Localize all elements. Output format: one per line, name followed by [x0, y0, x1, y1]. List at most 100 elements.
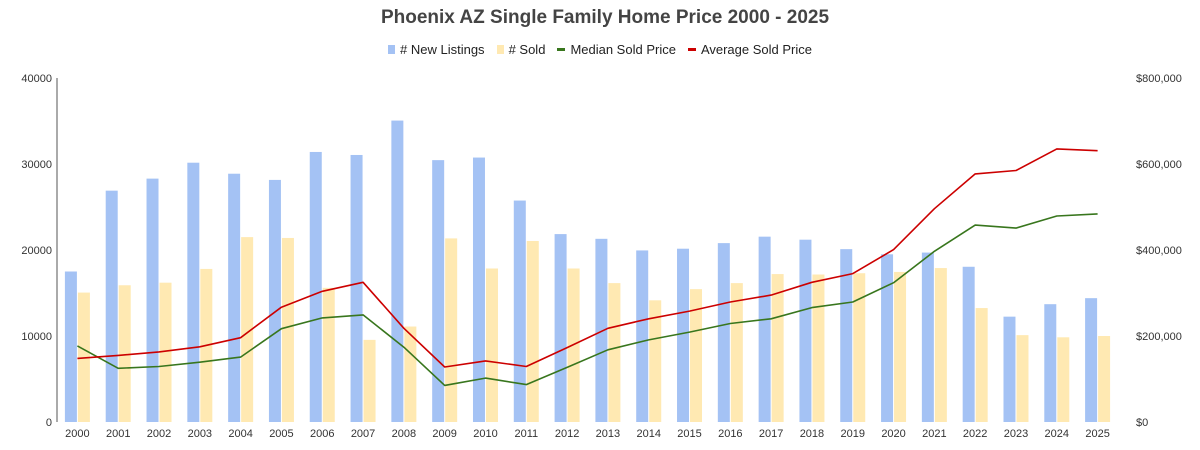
bar-sold — [894, 271, 907, 422]
right-tick-label: $400,000 — [1136, 245, 1182, 257]
bar-sold — [159, 282, 172, 422]
legend: # New Listings # Sold Median Sold Price … — [0, 42, 1200, 57]
x-tick-label: 2024 — [1045, 428, 1069, 440]
bar-new-listings — [309, 151, 322, 422]
legend-label: Median Sold Price — [570, 42, 676, 57]
bar-new-listings — [187, 162, 200, 422]
bar-sold — [118, 285, 131, 422]
x-tick-label: 2002 — [147, 428, 171, 440]
line-series — [77, 148, 1098, 387]
bar-new-listings — [881, 254, 894, 422]
bar-sold — [322, 287, 335, 422]
bar-sold — [1057, 337, 1070, 422]
x-tick-label: 2025 — [1085, 428, 1109, 440]
line-median-sold-price — [77, 213, 1098, 387]
x-tick-label: 2020 — [881, 428, 905, 440]
x-tick-label: 2000 — [65, 428, 89, 440]
legend-item-median-sold-price[interactable]: Median Sold Price — [557, 42, 676, 57]
right-tick-label: $800,000 — [1136, 73, 1182, 85]
bar-new-listings — [513, 200, 526, 422]
bar-new-listings — [64, 271, 77, 422]
bar-new-listings — [758, 236, 771, 422]
x-tick-label: 2022 — [963, 428, 987, 440]
bar-new-listings — [391, 120, 404, 422]
left-tick-label: 20000 — [21, 245, 52, 257]
x-tick-label: 2023 — [1004, 428, 1028, 440]
line-average-sold-price — [77, 148, 1098, 368]
bar-new-listings — [350, 154, 363, 422]
bar-sold — [526, 240, 539, 422]
right-tick-label: $200,000 — [1136, 331, 1182, 343]
x-tick-label: 2001 — [106, 428, 130, 440]
x-tick-label: 2006 — [310, 428, 334, 440]
x-tick-label: 2016 — [718, 428, 742, 440]
bar-new-listings — [1085, 298, 1098, 422]
bar-sold — [1016, 335, 1029, 422]
legend-item-new-listings[interactable]: # New Listings — [388, 42, 485, 57]
bar-new-listings — [1003, 316, 1016, 422]
x-tick-label: 2003 — [188, 428, 212, 440]
bar-new-listings — [105, 190, 118, 422]
x-tick-label: 2019 — [841, 428, 865, 440]
x-tick-label: 2005 — [269, 428, 293, 440]
left-tick-label: 0 — [46, 417, 52, 429]
legend-item-average-sold-price[interactable]: Average Sold Price — [687, 42, 812, 57]
x-tick-label: 2017 — [759, 428, 783, 440]
bar-sold — [771, 274, 784, 422]
bar-new-listings — [717, 243, 730, 422]
left-tick-label: 40000 — [21, 73, 52, 85]
x-tick-label: 2014 — [636, 428, 660, 440]
bar-new-listings — [636, 250, 649, 422]
bar-new-listings — [472, 157, 485, 423]
bar-new-listings — [432, 160, 445, 422]
x-axis: 2000 2001 2002 2003 2004 2005 2006 2007 2008 2009… — [65, 428, 1110, 440]
x-tick-label: 2004 — [228, 428, 252, 440]
bar-new-listings — [921, 252, 934, 422]
line-swatch-icon — [687, 48, 696, 51]
bar-sold — [608, 283, 621, 422]
bar-sold — [241, 237, 254, 422]
bar-series — [64, 120, 1111, 423]
x-tick-label: 2008 — [392, 428, 416, 440]
left-y-axis: 0 10000 20000 30000 40000 — [21, 73, 58, 429]
x-tick-label: 2007 — [351, 428, 375, 440]
right-tick-label: $600,000 — [1136, 159, 1182, 171]
x-tick-label: 2018 — [800, 428, 824, 440]
bar-sold — [404, 326, 417, 422]
bar-sold — [363, 339, 376, 422]
right-tick-label: $0 — [1136, 417, 1148, 429]
legend-item-sold[interactable]: # Sold — [496, 42, 546, 57]
bar-new-listings — [799, 239, 812, 422]
bar-sold — [485, 268, 498, 422]
bar-new-listings — [962, 266, 975, 422]
left-tick-label: 30000 — [21, 159, 52, 171]
bar-new-listings — [268, 179, 281, 422]
bar-sold — [934, 268, 947, 422]
bar-new-listings — [840, 249, 853, 422]
bar-new-listings — [1044, 304, 1057, 422]
bar-sold — [649, 300, 662, 422]
bar-new-listings — [554, 234, 567, 422]
bar-sold — [445, 238, 458, 422]
bar-sold — [730, 283, 743, 422]
right-y-axis: $0 $200,000 $400,000 $600,000 $800,000 — [1136, 73, 1182, 429]
legend-label: Average Sold Price — [700, 42, 812, 57]
bar-sold — [690, 289, 703, 422]
x-tick-label: 2012 — [555, 428, 579, 440]
bar-sold — [1098, 336, 1111, 422]
x-tick-label: 2015 — [677, 428, 701, 440]
legend-label: # Sold — [508, 42, 546, 57]
bar-sold — [281, 237, 294, 422]
x-tick-label: 2010 — [473, 428, 497, 440]
bar-sold — [853, 273, 866, 422]
legend-label: # New Listings — [400, 42, 485, 57]
x-tick-label: 2013 — [596, 428, 620, 440]
bar-new-listings — [146, 178, 159, 422]
x-tick-label: 2009 — [432, 428, 456, 440]
chart-title: Phoenix AZ Single Family Home Price 2000… — [380, 7, 830, 28]
bar-new-listings — [595, 238, 608, 422]
left-tick-label: 10000 — [21, 331, 52, 343]
x-tick-label: 2021 — [922, 428, 946, 440]
